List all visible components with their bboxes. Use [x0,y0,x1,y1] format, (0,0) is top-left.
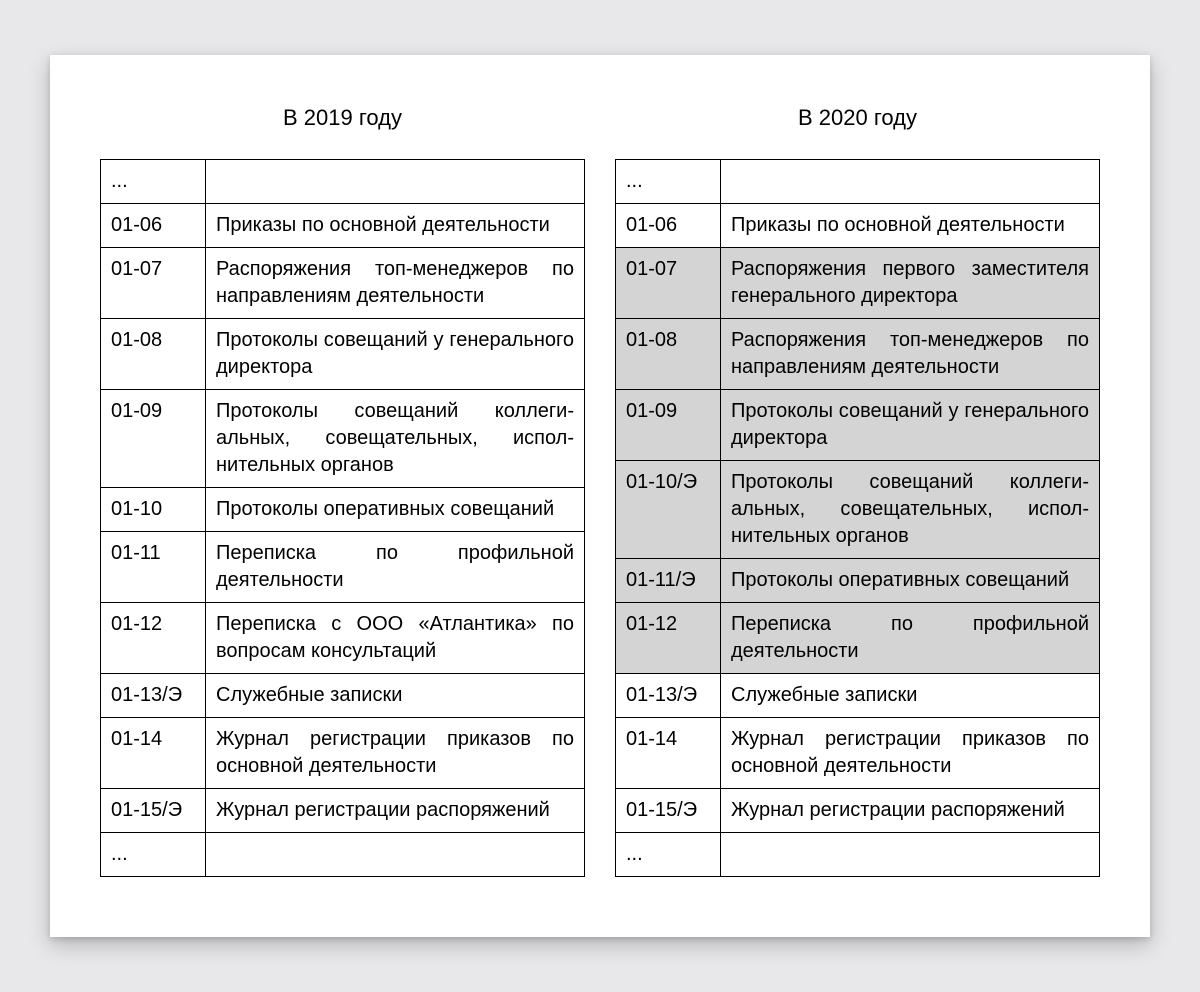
table-row: 01-12Переписка с ООО «Атлантика» по вопр… [101,603,585,674]
row-desc: Протоколы совещаний у генераль­ного дире… [721,390,1100,461]
row-code: 01-11/Э [616,559,721,603]
row-desc: Переписка с ООО «Атлантика» по вопросам … [206,603,585,674]
table-row: ... [616,833,1100,877]
row-desc: Протоколы оперативных совещаний [206,488,585,532]
row-code: ... [101,833,206,877]
row-desc: Распоряжения первого заместителя генерал… [721,248,1100,319]
row-code: 01-08 [101,319,206,390]
row-desc: Распоряжения топ-менеджеров по направлен… [721,319,1100,390]
table-row: ... [101,160,585,204]
left-column: В 2019 году ...01-06Приказы по основной … [100,105,585,877]
row-code: ... [616,833,721,877]
row-code: 01-06 [101,204,206,248]
row-code: 01-13/Э [101,674,206,718]
row-desc: Протоколы совещаний коллеги­альных, сове… [206,390,585,488]
table-row: 01-07Распоряжения топ-менеджеров по напр… [101,248,585,319]
row-code: ... [616,160,721,204]
left-title: В 2019 году [100,105,585,131]
table-row: ... [101,833,585,877]
row-code: 01-10/Э [616,461,721,559]
row-code: 01-15/Э [101,789,206,833]
row-code: 01-10 [101,488,206,532]
row-desc: Журнал регистрации распоряжений [721,789,1100,833]
row-desc: Протоколы совещаний коллеги­альных, сове… [721,461,1100,559]
table-row: 01-13/ЭСлужебные записки [101,674,585,718]
row-desc: Распоряжения топ-менеджеров по направлен… [206,248,585,319]
row-code: 01-09 [616,390,721,461]
row-code: 01-08 [616,319,721,390]
row-desc [206,833,585,877]
table-row: 01-14Журнал регистрации приказов по осно… [101,718,585,789]
row-code: 01-13/Э [616,674,721,718]
row-desc [206,160,585,204]
row-code: ... [101,160,206,204]
row-desc: Служебные записки [721,674,1100,718]
table-row: 01-15/ЭЖурнал регистрации распоряжений [616,789,1100,833]
table-row: 01-08Распоряжения топ-менеджеров по напр… [616,319,1100,390]
table-row: 01-06Приказы по основной деятельности [616,204,1100,248]
table-row: 01-11Переписка по профильной деятельност… [101,532,585,603]
right-table: ...01-06Приказы по основной деятельности… [615,159,1100,877]
row-code: 01-14 [101,718,206,789]
table-row: 01-12Переписка по профильной деятельност… [616,603,1100,674]
table-row: 01-11/ЭПротоколы оперативных совещаний [616,559,1100,603]
table-row: 01-10Протоколы оперативных совещаний [101,488,585,532]
row-code: 01-15/Э [616,789,721,833]
row-desc: Служебные записки [206,674,585,718]
table-row: ... [616,160,1100,204]
row-desc: Приказы по основной деятельности [721,204,1100,248]
row-code: 01-09 [101,390,206,488]
row-desc: Переписка по профильной деятельности [206,532,585,603]
row-desc: Протоколы оперативных совещаний [721,559,1100,603]
document-page: В 2019 году ...01-06Приказы по основной … [50,55,1150,937]
left-table: ...01-06Приказы по основной деятельности… [100,159,585,877]
table-row: 01-13/ЭСлужебные записки [616,674,1100,718]
row-code: 01-06 [616,204,721,248]
table-row: 01-10/ЭПротоколы совещаний коллеги­альны… [616,461,1100,559]
row-code: 01-12 [101,603,206,674]
row-code: 01-07 [101,248,206,319]
row-desc: Приказы по основной деятельности [206,204,585,248]
row-desc: Журнал регистрации приказов по основной … [721,718,1100,789]
table-row: 01-15/ЭЖурнал регистрации распоряжений [101,789,585,833]
table-row: 01-09Протоколы совещаний у генераль­ного… [616,390,1100,461]
table-row: 01-07Распоряжения первого заместителя ге… [616,248,1100,319]
row-desc [721,160,1100,204]
row-code: 01-07 [616,248,721,319]
row-desc: Журнал регистрации приказов по основной … [206,718,585,789]
row-desc: Журнал регистрации распоряжений [206,789,585,833]
row-desc [721,833,1100,877]
row-desc: Протоколы совещаний у генераль­ного дире… [206,319,585,390]
row-code: 01-11 [101,532,206,603]
right-column: В 2020 году ...01-06Приказы по основной … [615,105,1100,877]
table-row: 01-06Приказы по основной деятельности [101,204,585,248]
row-code: 01-12 [616,603,721,674]
row-code: 01-14 [616,718,721,789]
table-row: 01-09Протоколы совещаний коллеги­альных,… [101,390,585,488]
right-title: В 2020 году [615,105,1100,131]
row-desc: Переписка по профильной деятельности [721,603,1100,674]
table-row: 01-14Журнал регистрации приказов по осно… [616,718,1100,789]
table-row: 01-08Протоколы совещаний у генераль­ного… [101,319,585,390]
